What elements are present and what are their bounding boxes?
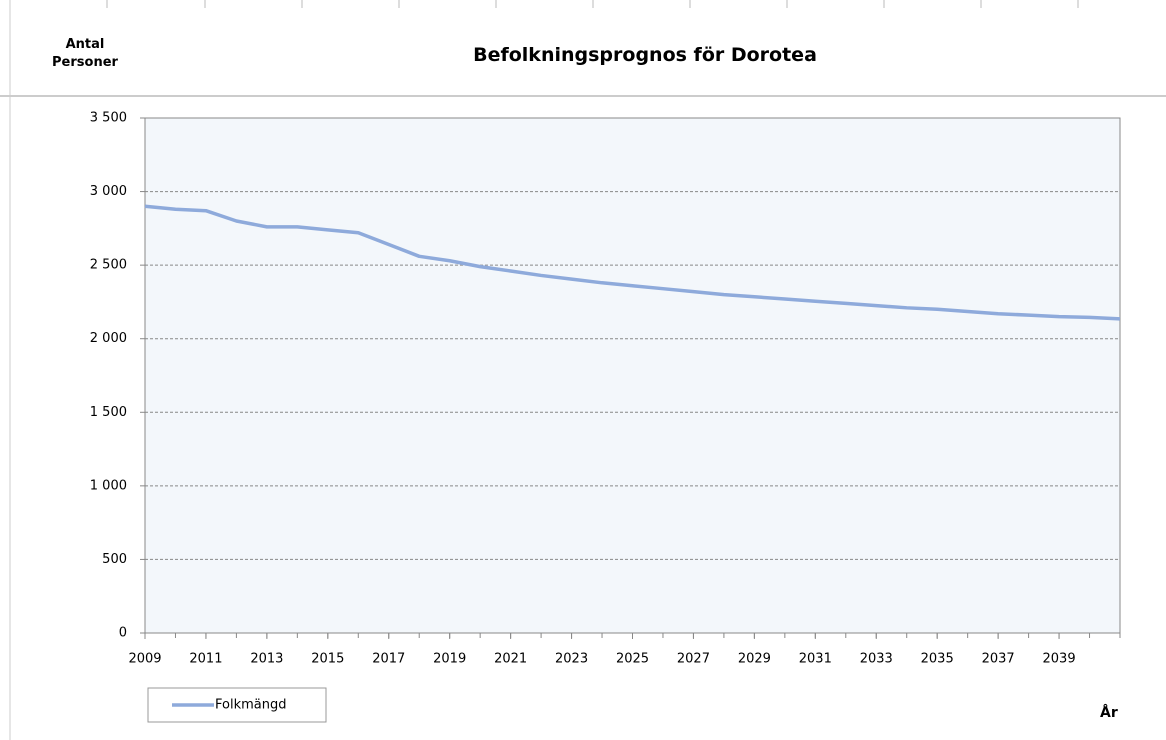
y-tick-label: 3 000 xyxy=(90,184,127,199)
y-tick-label: 3 500 xyxy=(90,111,127,126)
x-tick-label: 2013 xyxy=(250,652,283,667)
x-tick-label: 2033 xyxy=(860,652,893,667)
series-line xyxy=(144,204,1121,321)
y-tick-label: 2 000 xyxy=(90,331,127,346)
x-tick-label: 2037 xyxy=(982,652,1015,667)
y-tick-label: 1 000 xyxy=(90,478,127,493)
x-tick-label: 2023 xyxy=(555,652,588,667)
x-tick-label: 2039 xyxy=(1043,652,1076,667)
x-tick-label: 2021 xyxy=(494,652,527,667)
x-tick-label: 2009 xyxy=(128,652,161,667)
x-tick-label: 2019 xyxy=(433,652,466,667)
plot-area xyxy=(144,117,1121,634)
x-tick-label: 2035 xyxy=(921,652,954,667)
x-tick-label: 2017 xyxy=(372,652,405,667)
y-tick-label: 2 500 xyxy=(90,258,127,273)
x-tick-label: 2027 xyxy=(677,652,710,667)
y-tick-label: 500 xyxy=(102,552,127,567)
x-tick-label: 2011 xyxy=(189,652,222,667)
y-tick-label: 1 500 xyxy=(90,405,127,420)
y-tick-label: 0 xyxy=(119,626,127,641)
x-tick-label: 2025 xyxy=(616,652,649,667)
chart-title: Befolkningsprognos för Dorotea xyxy=(473,44,817,66)
legend-label: Folkmängd xyxy=(215,698,286,713)
y-axis-label: Antal Personer xyxy=(52,37,118,70)
x-tick-label: 2015 xyxy=(311,652,344,667)
x-tick-label: 2031 xyxy=(799,652,832,667)
x-tick-label: 2029 xyxy=(738,652,771,667)
x-axis-label: År xyxy=(1100,705,1118,721)
